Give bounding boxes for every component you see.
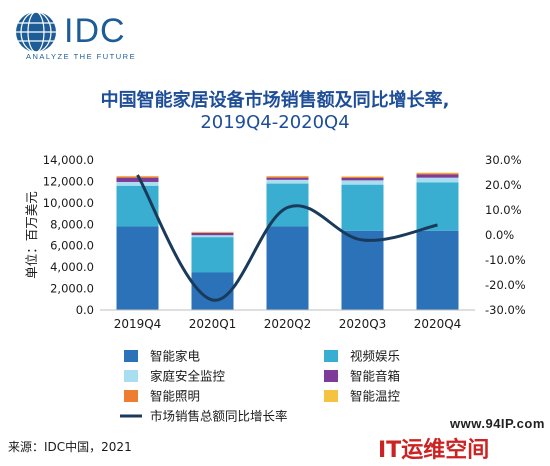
- y-tick-label: 0.0: [76, 303, 94, 317]
- bar-segment: [341, 230, 384, 310]
- idc-logo: IDC ANALYZE THE FUTURE: [12, 10, 172, 61]
- bar-segment: [266, 175, 309, 177]
- bar-segment: [341, 176, 384, 178]
- y2-tick-label: -20.0%: [485, 278, 526, 292]
- y2-tick-label: 20.0%: [485, 178, 522, 192]
- x-tick-label: 2019Q4: [114, 317, 162, 331]
- y-tick-label: 14,000.0: [43, 153, 94, 167]
- chart-title: 中国智能家居设备市场销售额及同比增长率,: [100, 90, 450, 111]
- legend-label: 市场销售总额同比增长率: [150, 409, 288, 424]
- legend-swatch: [324, 390, 338, 402]
- legend-label: 视频娱乐: [350, 349, 400, 364]
- legend-swatch: [324, 370, 338, 382]
- legend-swatch: [324, 350, 338, 362]
- legend-label: 智能音箱: [350, 369, 400, 384]
- bar-segment: [116, 177, 159, 182]
- x-tick-label: 2020Q4: [414, 317, 462, 331]
- bar-segment: [341, 176, 384, 177]
- y2-tick-label: 30.0%: [485, 153, 522, 167]
- x-tick-label: 2020Q3: [339, 317, 387, 331]
- bar-segment: [341, 180, 384, 185]
- bar-segment: [266, 226, 309, 310]
- y2-tick-label: 10.0%: [485, 203, 522, 217]
- bar-segment: [191, 237, 234, 273]
- growth-line-layer: [136, 174, 438, 302]
- legend-label: 智能照明: [150, 389, 200, 404]
- bar-segment: [266, 177, 309, 180]
- bar-segment: [416, 172, 459, 174]
- chart-subtitle: 2019Q4-2020Q4: [200, 112, 350, 133]
- legend-swatch: [124, 390, 138, 402]
- source-note: 来源：IDC中国，2021: [8, 440, 132, 454]
- watermark-url: www.94IP.com: [450, 416, 545, 431]
- legend-swatch: [124, 350, 138, 362]
- y-tick-label: 2,000.0: [50, 282, 94, 296]
- bar-segment: [416, 174, 459, 178]
- x-tick-label: 2020Q1: [189, 317, 237, 331]
- y-tick-label: 6,000.0: [50, 239, 94, 253]
- x-tick-label: 2020Q2: [264, 317, 312, 331]
- bar-segment: [341, 184, 384, 231]
- watermark-brand: IT运维空间: [378, 438, 490, 463]
- bar-segment: [116, 181, 159, 186]
- y-tick-label: 8,000.0: [50, 217, 94, 231]
- y2-tick-label: 0.0%: [485, 228, 514, 242]
- legend-swatch: [124, 370, 138, 382]
- bar-segment: [416, 173, 459, 175]
- bar-segment: [116, 226, 159, 310]
- bar-segment: [191, 232, 234, 236]
- y-tick-label: 12,000.0: [43, 174, 94, 188]
- legend-label: 智能温控: [350, 389, 401, 404]
- bar-segment: [341, 177, 384, 181]
- y-axis-label: 单位：百万美元: [24, 191, 39, 279]
- globe-icon: [16, 11, 56, 53]
- legend-label: 智能家电: [150, 349, 201, 364]
- bar-segment: [191, 235, 234, 238]
- logo-tagline: ANALYZE THE FUTURE: [26, 52, 137, 61]
- bar-segment: [416, 182, 459, 231]
- bar-segment: [266, 176, 309, 178]
- bar-segment: [416, 230, 459, 310]
- bars-layer: [116, 172, 459, 310]
- growth-line: [136, 174, 438, 302]
- y-tick-label: 10,000.0: [43, 196, 94, 210]
- logo-wordmark: IDC: [64, 12, 126, 50]
- bar-segment: [416, 177, 459, 183]
- y2-tick-label: -30.0%: [485, 303, 526, 317]
- y-tick-label: 4,000.0: [50, 260, 94, 274]
- legend-label: 家庭安全监控: [150, 369, 226, 384]
- bar-segment: [191, 232, 234, 233]
- bar-segment: [266, 179, 309, 184]
- y2-tick-label: -10.0%: [485, 253, 526, 267]
- axes-layer: 14,000.0 12,000.0 10,000.0 8,000.0 6,000.0 4,…: [24, 153, 526, 331]
